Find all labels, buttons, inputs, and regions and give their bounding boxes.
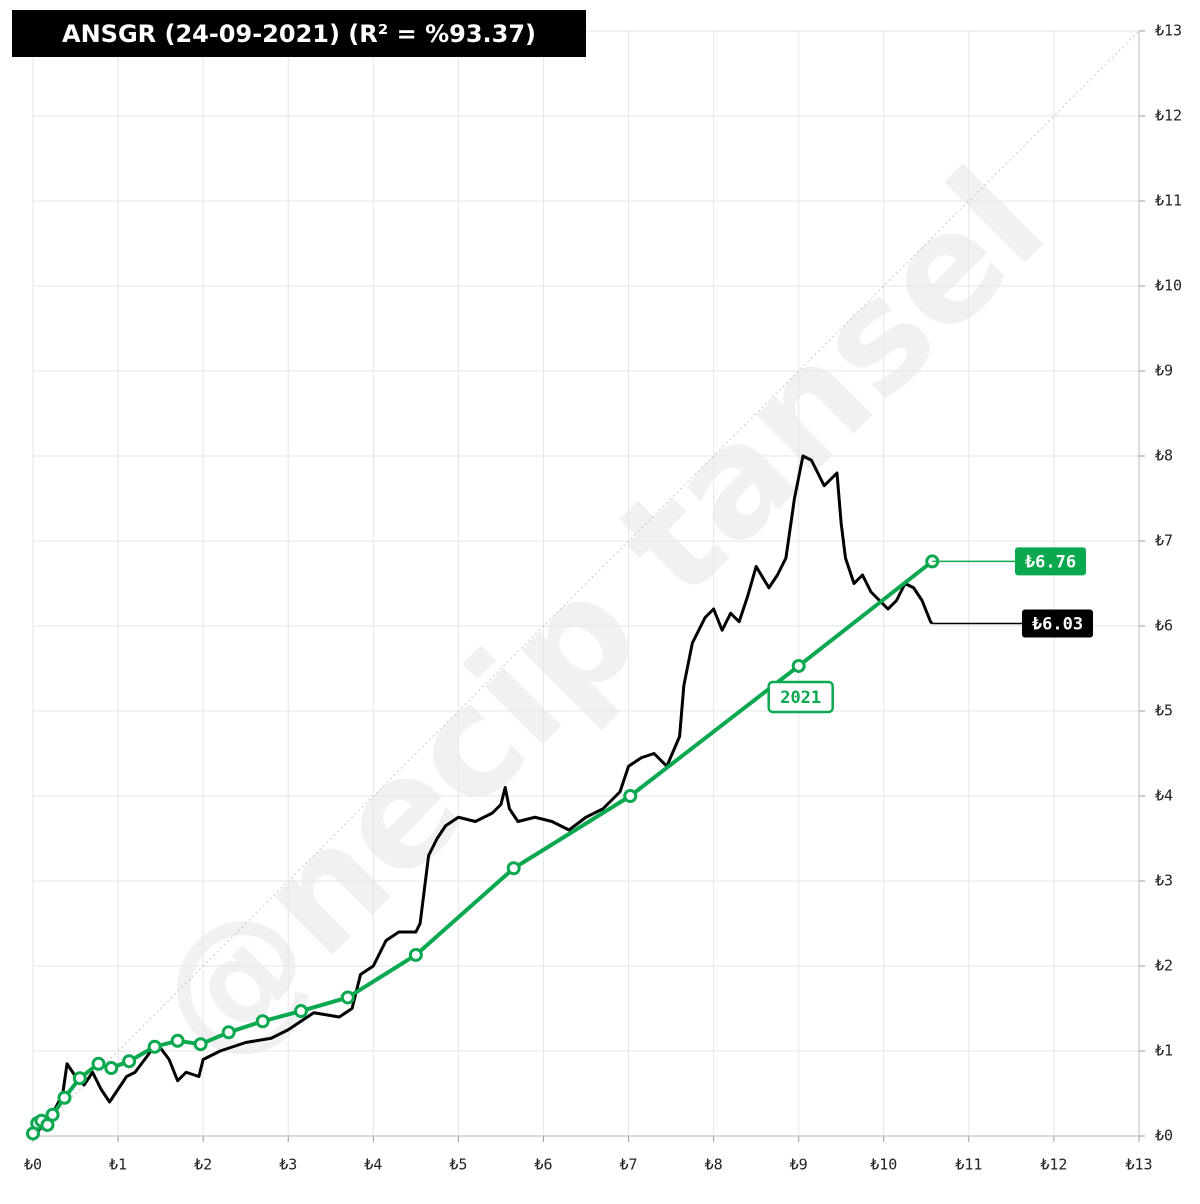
y-tick-label: ₺7 [1155, 532, 1173, 550]
marker [147, 1039, 162, 1054]
x-tick-label: ₺9 [790, 1156, 808, 1174]
title-box [12, 10, 586, 57]
y-tick-label: ₺2 [1155, 957, 1173, 975]
marker [340, 990, 355, 1005]
series-line [31, 454, 934, 1138]
marker [408, 947, 423, 962]
y-tick-label: ₺12 [1155, 107, 1182, 125]
diagonal-reference [32, 30, 1140, 1137]
y-tick-label: ₺8 [1155, 447, 1173, 465]
x-tick-label: ₺1 [109, 1156, 127, 1174]
point-label-box [767, 680, 834, 714]
marker [170, 1033, 185, 1048]
x-tick-label: ₺6 [534, 1156, 552, 1174]
x-tick-label: ₺7 [620, 1156, 638, 1174]
marker [91, 1056, 106, 1071]
marker [255, 1014, 270, 1029]
grid: ₺0 ₺1 ₺2 ₺3 ₺4 ₺5 ₺6 ₺7 ₺8 ₺9 ₺10 ₺11 ₺12 ₺13₺0₺1₺2₺3… [24, 22, 1182, 1174]
x-tick-label: ₺13 [1125, 1156, 1152, 1174]
point-label: 2021 [780, 688, 821, 708]
marker [45, 1107, 60, 1122]
x-tick-label: ₺3 [279, 1156, 297, 1174]
x-tick-label: ₺11 [955, 1156, 982, 1174]
marker [193, 1037, 208, 1052]
x-tick-label: ₺4 [364, 1156, 382, 1174]
y-tick-label: ₺3 [1155, 872, 1173, 890]
end-label-box [1015, 547, 1086, 576]
plot: ₺6.03 ₺6.76 2021 [26, 454, 1093, 1141]
end-label-box [1022, 609, 1093, 638]
y-tick-label: ₺1 [1155, 1042, 1173, 1060]
y-tick-label: ₺6 [1155, 617, 1173, 635]
end-label: ₺6.76 [1025, 552, 1076, 572]
marker [623, 789, 638, 803]
marker [506, 861, 521, 876]
x-tick-label: ₺12 [1040, 1156, 1067, 1174]
x-tick-label: ₺2 [194, 1156, 212, 1174]
y-tick-label: ₺11 [1155, 192, 1182, 210]
x-tick-label: ₺5 [449, 1156, 467, 1174]
x-tick-label: ₺8 [705, 1156, 723, 1174]
marker [122, 1054, 137, 1069]
y-tick-label: ₺5 [1155, 702, 1173, 720]
marker [72, 1071, 87, 1086]
x-tick-label: ₺10 [870, 1156, 897, 1174]
marker [104, 1061, 119, 1075]
y-tick-label: ₺10 [1155, 277, 1182, 295]
marker [57, 1090, 72, 1105]
marker [791, 658, 806, 673]
x-tick-label: ₺0 [24, 1156, 42, 1174]
y-tick-label: ₺0 [1155, 1127, 1173, 1145]
y-tick-label: ₺9 [1155, 362, 1173, 380]
end-label: ₺6.03 [1032, 614, 1083, 634]
y-tick-label: ₺13 [1155, 22, 1182, 40]
marker [293, 1004, 308, 1019]
chart-title: ANSGR (24-09-2021) (R² = %93.37) [62, 20, 536, 48]
y-tick-label: ₺4 [1155, 787, 1173, 805]
marker [221, 1025, 236, 1040]
